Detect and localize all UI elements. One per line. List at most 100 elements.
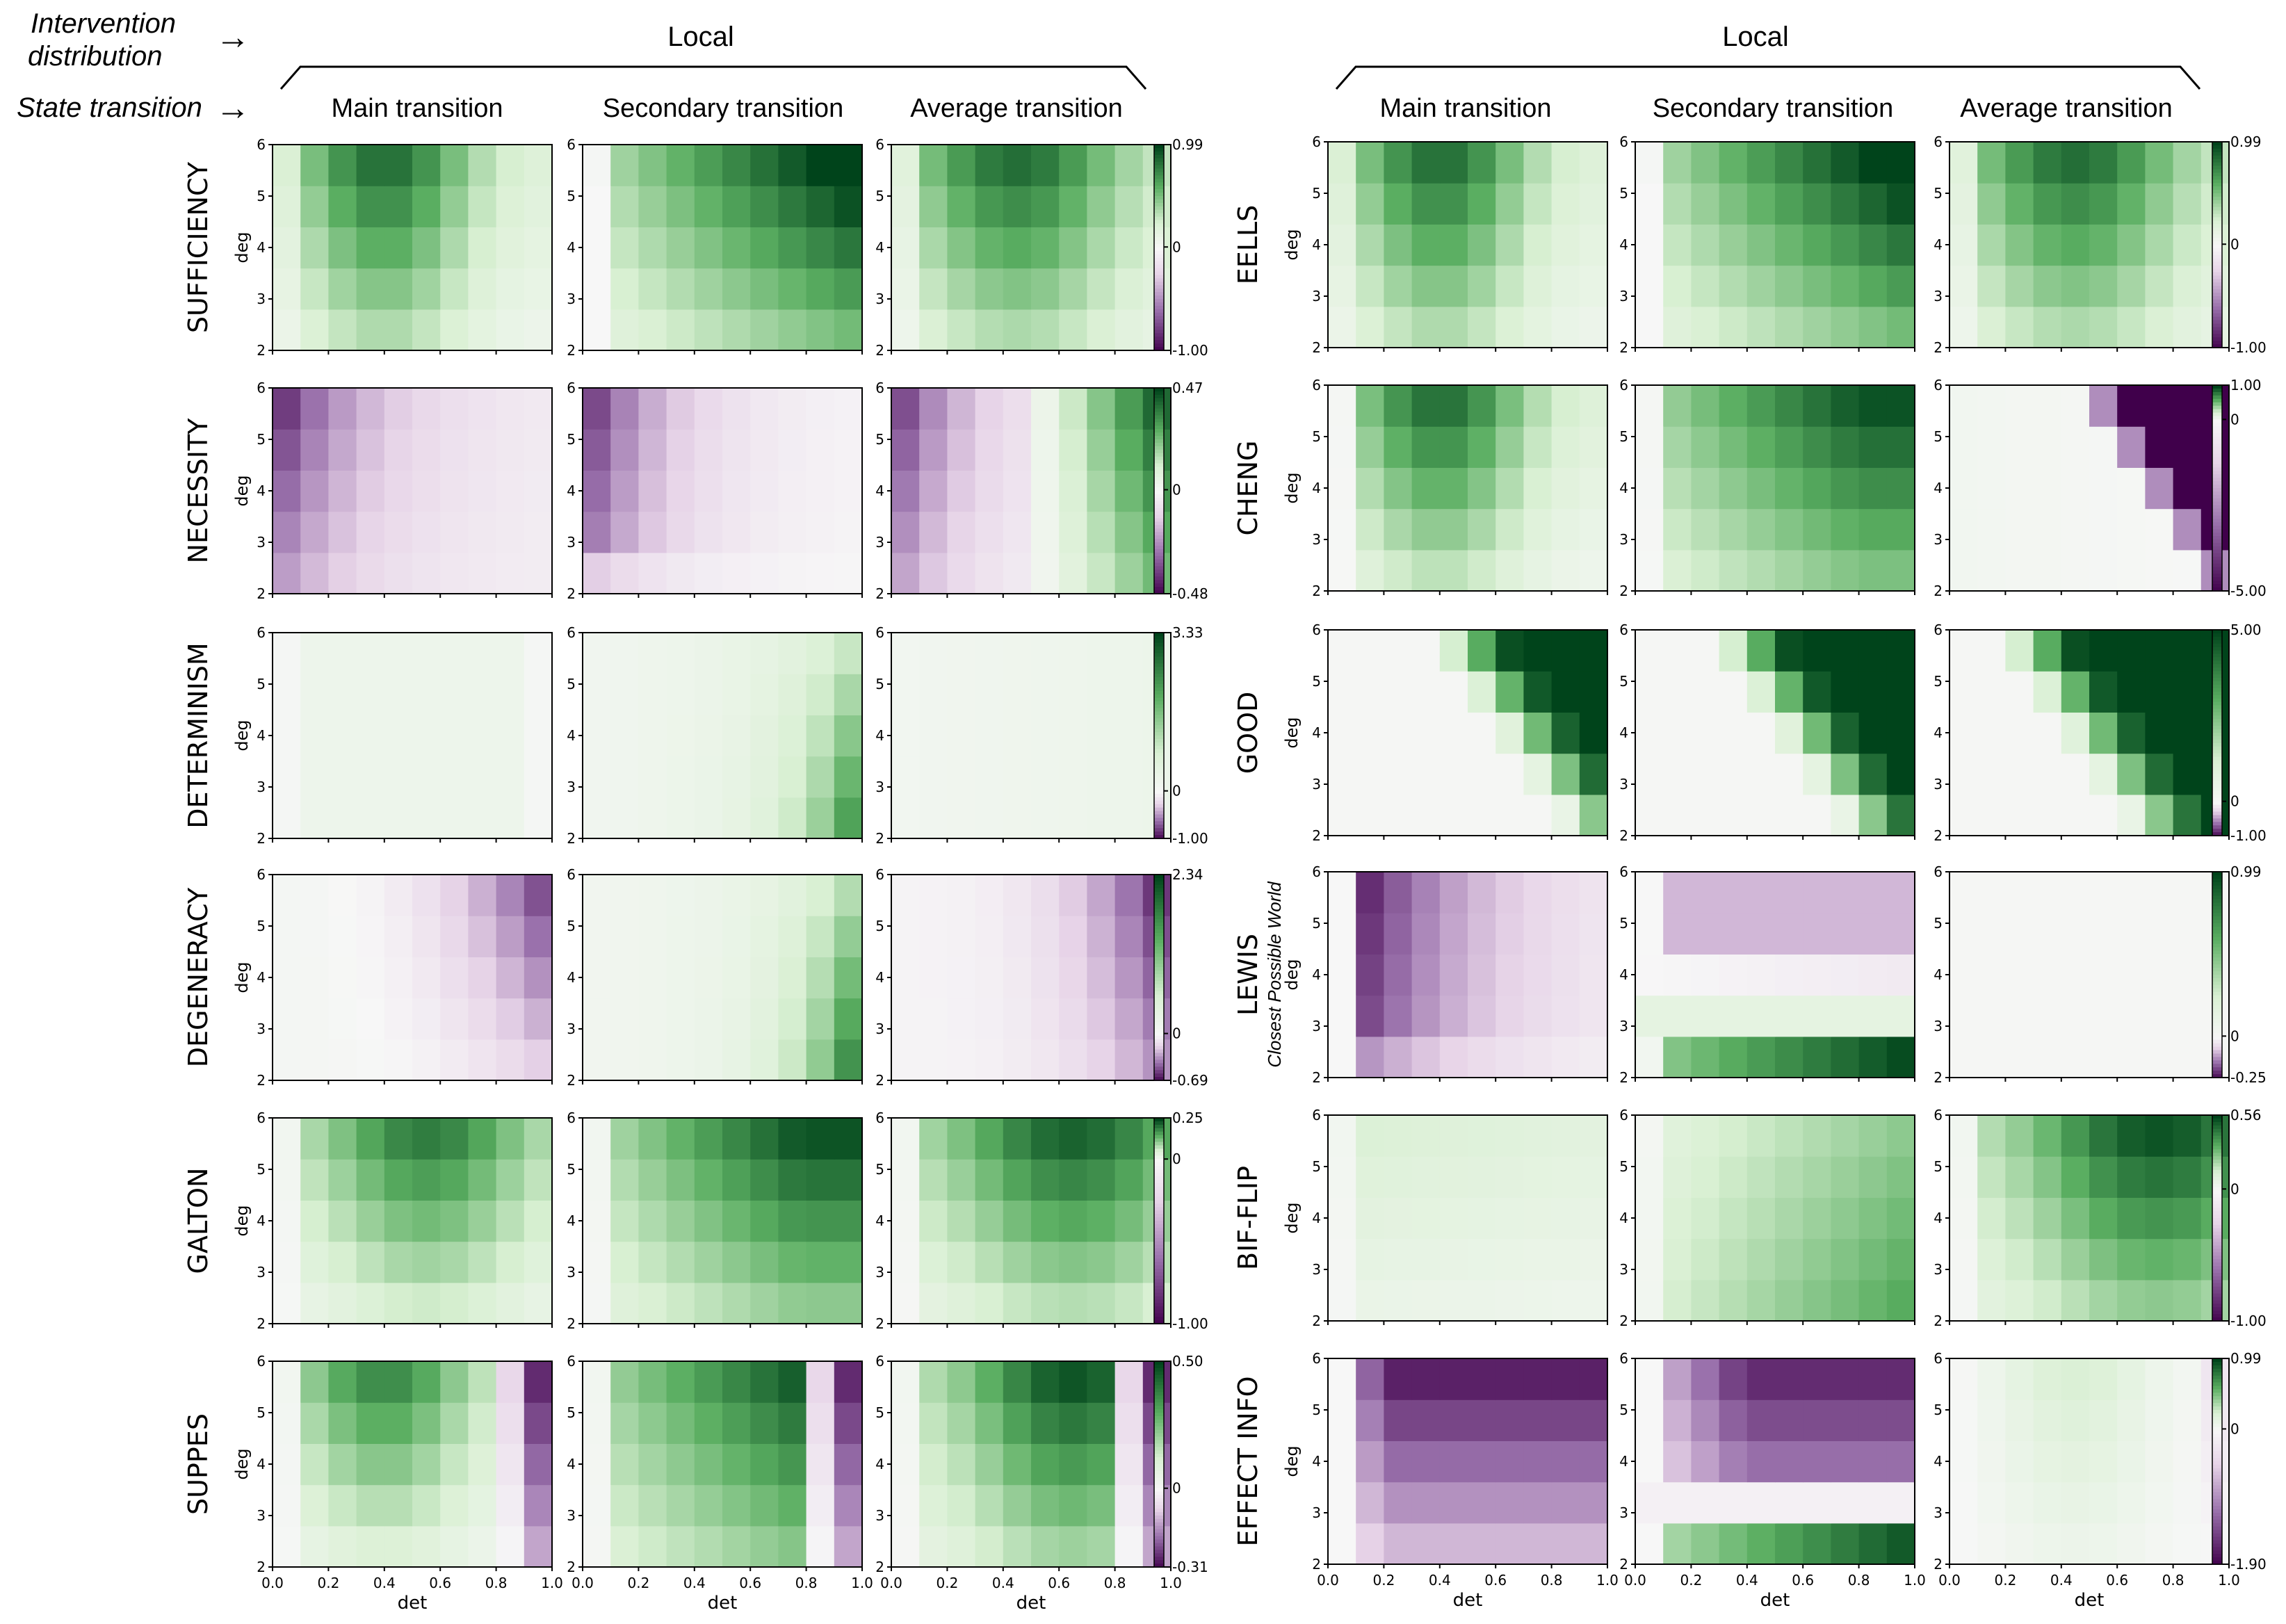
heatmap-cell [384,756,413,798]
heatmap-cell [468,145,497,186]
colorbar-segment [1154,587,1164,591]
heatmap-cell [1551,1238,1580,1281]
colorbar-segment [2212,1488,2222,1493]
heatmap-cell [1328,995,1356,1037]
colorbar-segment [1154,646,1164,651]
y-tick-label: 6 [567,1110,576,1126]
colorbar-segment [2212,1235,2222,1240]
y-tick-label: 3 [257,1264,266,1281]
heatmap-cell [1551,872,1580,914]
heatmap-cell [750,1525,779,1568]
colorbar-segment [1154,319,1164,324]
heatmap-cell [1831,306,1860,348]
heatmap-cell [356,674,385,715]
colorbar-segment [1154,158,1164,163]
heatmap-cell [412,1159,441,1201]
heatmap-cell [1003,186,1032,227]
heatmap-cell [468,1443,497,1486]
heatmap-cell [1411,224,1441,266]
heatmap-cell [1635,224,1664,266]
colorbar-segment [1154,237,1164,241]
heatmap-cell [2173,142,2202,184]
heatmap-cell [1328,1358,1356,1400]
x-tick-label: 0.2 [627,1575,649,1591]
heatmap-cell [975,1039,1004,1081]
heatmap-cell [666,227,695,269]
heatmap-cell [1031,429,1060,471]
colorbar-segment [2212,902,2222,907]
heatmap-cell [919,674,948,715]
heatmap-cell [1059,633,1087,674]
y-tick-label: 4 [567,969,576,986]
colorbar-segment [2212,722,2222,726]
y-tick-label: 5 [1619,428,1628,445]
heatmap-cell [273,552,301,594]
colorbar-segment [1154,1292,1164,1297]
heatmap-cell [947,998,976,1040]
y-tick-label: 3 [257,1507,266,1524]
heatmap-cell [2033,265,2062,307]
heatmap-cell [610,797,639,839]
colorbar-segment [2212,998,2222,1003]
heatmap-cell [1663,142,1692,184]
heatmap-cell [1384,712,1413,754]
heatmap-cell [1031,1361,1060,1403]
colorbar-segment [1154,653,1164,658]
heatmap-cell [1411,1279,1441,1322]
heatmap-cell [1411,467,1441,510]
heatmap-cell [356,1159,385,1201]
heatmap-cell [2117,549,2146,592]
heatmap-cell [2033,1036,2062,1078]
colorbar-segment [2212,1194,2222,1199]
colorbar-frame [2212,1358,2223,1565]
colorbar-segment [2212,1228,2222,1233]
colorbar-segment [1154,261,1164,266]
heatmap-cell [1328,1156,1356,1198]
heatmap-cell [778,1525,807,1568]
heatmap-cell [1719,385,1748,427]
colorbar-segment [1154,1433,1164,1438]
colorbar-segment [1154,800,1164,805]
colorbar-segment [1154,725,1164,729]
heatmap-cell [2145,306,2174,348]
heatmap-cell [583,552,611,594]
heatmap-cell [1439,142,1468,184]
heatmap-cell [919,875,948,916]
colorbar-segment [1154,1429,1164,1434]
heatmap-cell [666,916,695,957]
heatmap-cell [694,916,723,957]
heatmap-cell [384,470,413,512]
heatmap-cell [524,797,553,839]
heatmap-cell [1746,712,1776,754]
heatmap-cell [2089,872,2118,914]
heatmap-cell [2005,1279,2034,1322]
heatmap-cell [1691,224,1720,266]
heatmap-cell [722,470,751,512]
colorbar-segment [2212,1516,2222,1520]
heatmap-cell [2173,1358,2202,1400]
colorbar-segment [2212,567,2222,571]
heatmap-cell [2061,306,2090,348]
x-tick-label: 0.4 [992,1575,1014,1591]
colorbar-segment [1154,998,1164,1002]
colorbar-segment [1154,1039,1164,1044]
colorbar-segment [2212,1413,2222,1418]
heatmap-cell [2173,508,2202,551]
heatmap-cell [750,1484,779,1527]
heatmap-cell [440,1525,469,1568]
heatmap-cell [1468,1522,1496,1565]
heatmap-cell [1691,508,1720,551]
colorbar: 0.990-1.00 [2212,133,2267,356]
colorbar-segment [2212,457,2222,462]
heatmap-cell [806,1525,835,1568]
colorbar-segment [2212,268,2222,273]
heatmap-cell [1439,306,1468,348]
heatmap-cell [1384,1115,1413,1157]
x-tick-label: 0.2 [1994,1572,2016,1589]
y-tick-label: 2 [1619,583,1628,599]
colorbar-segment [1154,1516,1164,1520]
colorbar-segment [2212,1053,2222,1058]
heatmap-cell [1356,872,1384,914]
heatmap-cell [2173,1036,2202,1078]
heatmap-cell [2173,265,2202,307]
